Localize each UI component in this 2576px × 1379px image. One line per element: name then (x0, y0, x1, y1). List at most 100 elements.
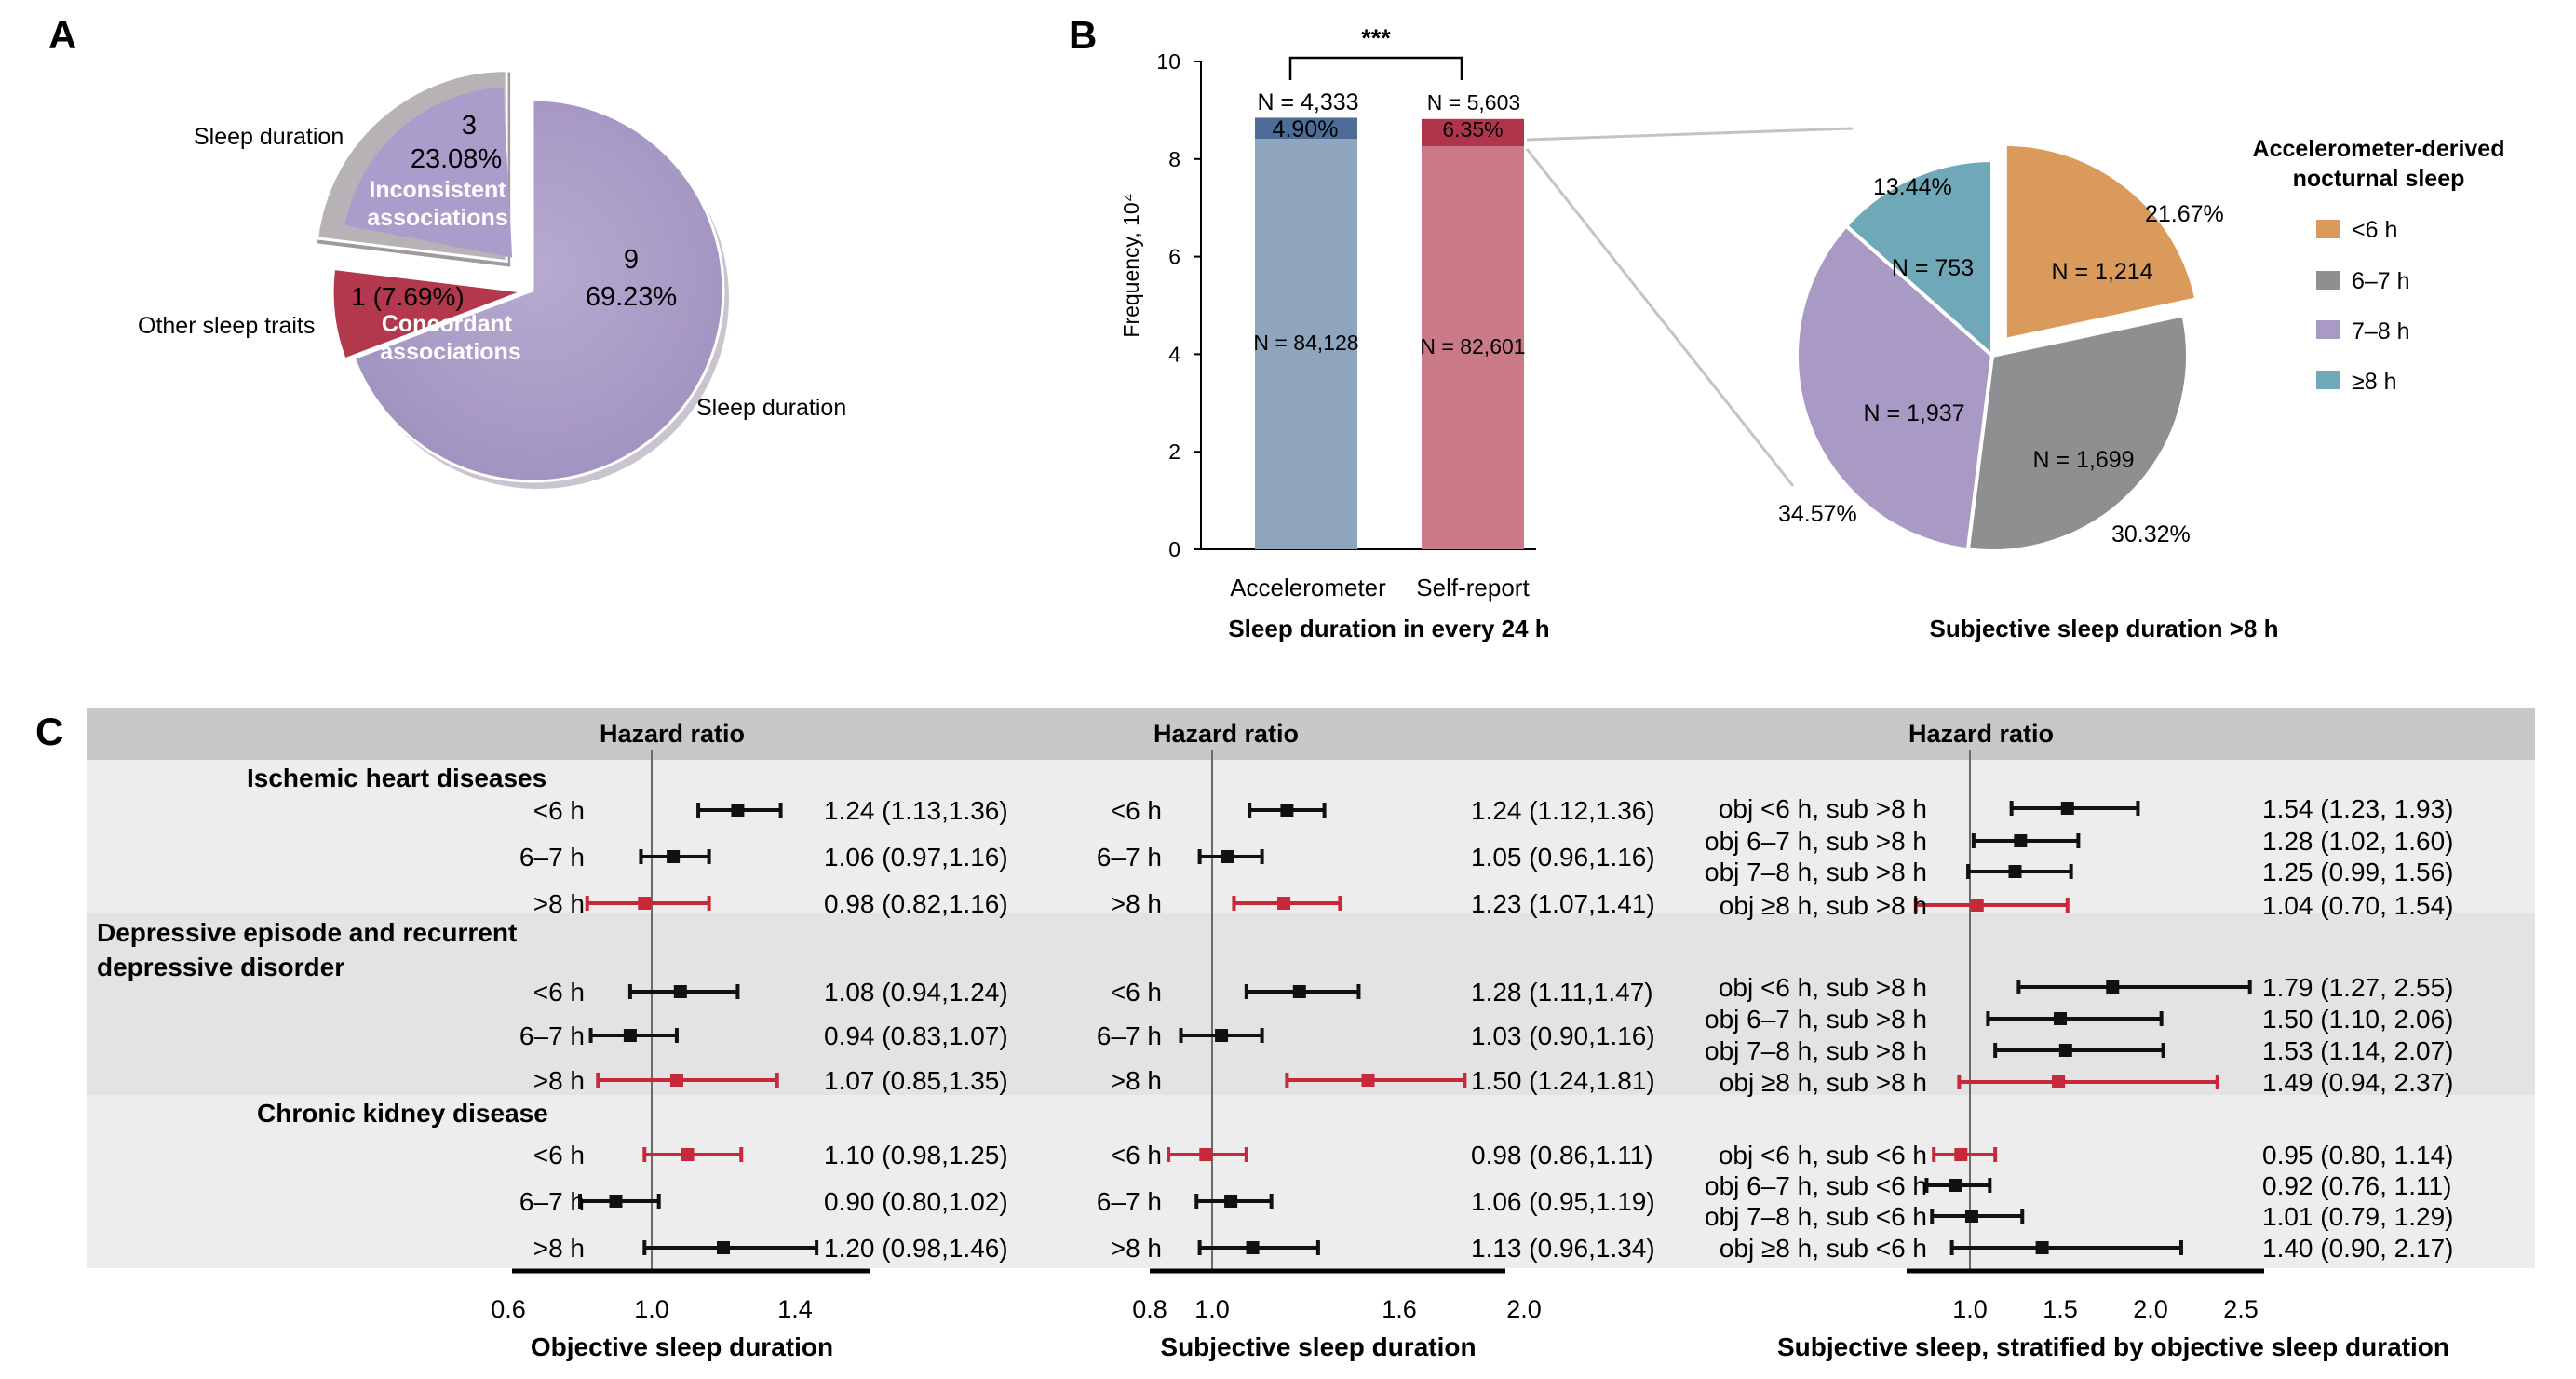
pie-b-title: Subjective sleep duration >8 h (1930, 615, 2279, 642)
forest-band-group-2 (87, 913, 2535, 1095)
pie-b-n-7to8: N = 1,937 (1863, 400, 1964, 426)
row-label: 6–7 h (1097, 1187, 1162, 1216)
point-estimate (1970, 899, 1984, 912)
forest-stratified: 1.0 1.5 2.0 2.5 Subjective sleep, stratified… (1705, 750, 2453, 1361)
group-title-ihd: Ischemic heart diseases (247, 764, 546, 792)
row-label: obj ≥8 h, sub >8 h (1720, 1068, 1927, 1097)
bar-x-label-self-report: Self-report (1416, 574, 1530, 602)
point-estimate (673, 985, 687, 998)
pie-b-n-6to7: N = 1,699 (2032, 447, 2134, 473)
bar-y-tick-label: 6 (1168, 245, 1180, 269)
point-estimate (2052, 1075, 2066, 1088)
point-estimate (1277, 897, 1291, 910)
row-label: <6 h (1111, 1141, 1162, 1169)
row-label: <6 h (533, 1141, 585, 1169)
panel-label-a: A (48, 13, 76, 57)
pie-a-main-count: 9 (624, 245, 639, 275)
row-label: >8 h (533, 1066, 585, 1095)
row-label: obj <6 h, sub <6 h (1719, 1141, 1927, 1169)
row-label: 6–7 h (1097, 843, 1162, 872)
row-label: 6–7 h (519, 1187, 585, 1216)
legend-label-6to7: 6–7 h (2352, 268, 2410, 294)
forest-2-header: Hazard ratio (1153, 720, 1299, 748)
forest-x-tick-label: 1.5 (2043, 1295, 2078, 1323)
row-label: obj 6–7 h, sub <6 h (1705, 1171, 1927, 1200)
bar-main-self-report (1422, 146, 1524, 549)
connector-line-top (1526, 127, 1854, 142)
point-estimate (2060, 802, 2074, 815)
forest-1-header: Hazard ratio (600, 720, 745, 748)
point-estimate (623, 1029, 637, 1042)
point-estimate (1224, 1195, 1238, 1208)
row-value: 1.54 (1.23, 1.93) (2262, 794, 2453, 823)
row-value: 1.06 (0.95,1.19) (1471, 1187, 1655, 1216)
pie-b-pct-lt6: 21.67% (2145, 201, 2224, 227)
forest-objective: 0.6 1.0 1.4 Objective sleep duration <6 h 1.2… (491, 750, 1008, 1361)
pie-a-slice-concordant (330, 266, 524, 361)
row-value: 1.24 (1.13,1.36) (824, 796, 1008, 825)
panel-a: A 9 69.23% Sleep duration 3 23.08% Incon… (48, 13, 846, 489)
row-label: >8 h (533, 1234, 585, 1263)
pie-b-pct-6to7: 30.32% (2111, 521, 2191, 548)
forest-x-axis-label: Subjective sleep, stratified by objectiv… (1777, 1332, 2449, 1361)
point-estimate (1949, 1179, 1962, 1192)
row-label: obj ≥8 h, sub >8 h (1720, 891, 1927, 920)
row-value: 0.98 (0.86,1.11) (1471, 1141, 1653, 1169)
pie-b-pct-ge8: 13.44% (1873, 174, 1952, 200)
point-estimate (1280, 804, 1294, 817)
forest-band-group-3 (87, 1095, 2535, 1268)
bar-y-tick-label: 8 (1168, 147, 1180, 171)
pie-b-legend-title-1: Accelerometer-derived (2253, 136, 2505, 162)
bar-n-label-self-main: N = 82,601 (1420, 334, 1525, 358)
row-value: 1.04 (0.70, 1.54) (2262, 891, 2453, 920)
group-title-depression-2: depressive disorder (97, 953, 344, 981)
row-value: 1.79 (1.27, 2.55) (2262, 973, 2453, 1002)
row-label: obj 6–7 h, sub >8 h (1705, 1005, 1927, 1034)
row-value: 1.07 (0.85,1.35) (824, 1066, 1008, 1095)
forest-subjective: 0.8 1.0 1.6 2.0 Subjective sleep duration <6 … (1097, 750, 1655, 1361)
bar-n-label-self-top: N = 5,603 (1427, 90, 1520, 115)
point-estimate (2054, 1012, 2067, 1025)
bar-chart-title: Sleep duration in every 24 h (1228, 615, 1549, 642)
pie-a-concordant-group-2: associations (380, 339, 520, 365)
significance-bracket (1288, 56, 1463, 80)
pie-a-inconsistent-count: 3 (462, 111, 477, 141)
forest-header-band (87, 708, 2535, 760)
pie-a-concordant-name: Other sleep traits (138, 313, 315, 339)
row-label: <6 h (533, 978, 585, 1007)
bar-y-tick-label: 4 (1168, 342, 1180, 366)
panel-b-bar-chart: 0 2 4 6 8 10 (1156, 49, 1854, 561)
row-value: 1.28 (1.02, 1.60) (2262, 827, 2453, 856)
point-estimate (1215, 1029, 1229, 1042)
point-estimate (1199, 1148, 1213, 1161)
point-estimate (1964, 1210, 1978, 1223)
panel-b: B 0 2 4 6 8 10 Frequency, 10⁴ Accelerometer S… (1069, 13, 2504, 642)
row-value: 1.28 (1.11,1.47) (1471, 978, 1653, 1007)
pie-b-slice-0 (2003, 142, 2199, 343)
point-estimate (2014, 834, 2028, 847)
bar-pct-label-self: 6.35% (1442, 117, 1503, 142)
row-value: 1.08 (0.94,1.24) (824, 978, 1008, 1007)
group-title-ckd: Chronic kidney disease (257, 1099, 548, 1128)
point-estimate (2058, 1044, 2072, 1057)
pie-a-concordant-group-1: Concordant (382, 311, 513, 337)
pie-a-concordant-value: 1 (7.69%) (351, 282, 464, 311)
row-value: 1.10 (0.98,1.25) (824, 1141, 1008, 1169)
point-estimate (1292, 985, 1306, 998)
row-value: 1.50 (1.10, 2.06) (2262, 1005, 2453, 1034)
forest-x-tick-label: 1.6 (1382, 1295, 1417, 1323)
bar-n-label-accel-top: N = 4,333 (1257, 89, 1358, 115)
forest-x-tick-label: 1.0 (1952, 1295, 1988, 1323)
row-value: 0.98 (0.82,1.16) (824, 889, 1008, 918)
row-label: obj 7–8 h, sub >8 h (1705, 1036, 1927, 1065)
pie-a-slice-main (352, 98, 725, 483)
pie-a-slice-inconsistent (344, 87, 513, 258)
legend-label-ge8: ≥8 h (2352, 369, 2396, 395)
pie-b-slice-1 (1965, 313, 2190, 554)
bar-pct-label-accel: 4.90% (1273, 116, 1339, 142)
forest-x-tick-label: 2.5 (2223, 1295, 2259, 1323)
forest-x-tick-label: 2.0 (1506, 1295, 1542, 1323)
row-value: 1.13 (0.96,1.34) (1471, 1234, 1655, 1263)
point-estimate (1221, 850, 1234, 863)
